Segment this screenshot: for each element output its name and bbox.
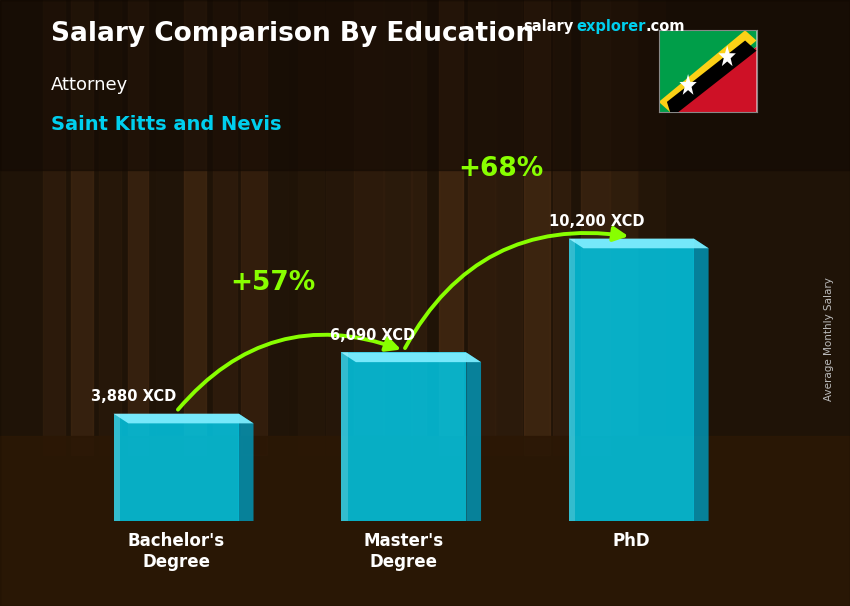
Polygon shape bbox=[569, 239, 694, 521]
Text: +57%: +57% bbox=[230, 270, 315, 296]
Text: 6,090 XCD: 6,090 XCD bbox=[330, 328, 415, 343]
Bar bbox=[326, 0, 346, 454]
Polygon shape bbox=[114, 414, 239, 521]
Polygon shape bbox=[659, 47, 756, 112]
Text: +68%: +68% bbox=[458, 156, 543, 182]
Bar bbox=[298, 0, 314, 454]
Bar bbox=[184, 0, 210, 454]
Bar bbox=[496, 0, 519, 454]
Polygon shape bbox=[667, 41, 756, 112]
Polygon shape bbox=[694, 239, 709, 531]
Polygon shape bbox=[341, 353, 467, 521]
Bar bbox=[581, 0, 604, 454]
Polygon shape bbox=[718, 45, 736, 66]
Bar bbox=[411, 0, 430, 454]
Text: Attorney: Attorney bbox=[51, 76, 128, 94]
Bar bbox=[609, 0, 628, 454]
Polygon shape bbox=[467, 353, 481, 531]
Bar bbox=[99, 0, 128, 454]
Bar bbox=[212, 0, 236, 454]
Polygon shape bbox=[569, 239, 709, 248]
Bar bbox=[468, 0, 495, 454]
Bar bbox=[42, 0, 59, 454]
Text: salary: salary bbox=[523, 19, 573, 34]
Polygon shape bbox=[114, 414, 121, 521]
Polygon shape bbox=[341, 353, 481, 362]
Bar bbox=[0, 0, 850, 170]
Text: explorer: explorer bbox=[576, 19, 646, 34]
Bar bbox=[71, 0, 87, 454]
Bar bbox=[382, 0, 404, 454]
Bar bbox=[156, 0, 175, 454]
Bar bbox=[0, 436, 850, 606]
Bar bbox=[128, 0, 154, 454]
Polygon shape bbox=[659, 30, 756, 112]
Bar bbox=[524, 0, 545, 454]
Bar bbox=[269, 0, 297, 454]
Bar bbox=[241, 0, 267, 454]
Text: 3,880 XCD: 3,880 XCD bbox=[91, 389, 176, 404]
Bar bbox=[439, 0, 465, 454]
Bar bbox=[354, 0, 384, 454]
Bar bbox=[552, 0, 570, 454]
Polygon shape bbox=[569, 239, 575, 521]
Polygon shape bbox=[239, 414, 253, 531]
Text: 10,200 XCD: 10,200 XCD bbox=[549, 214, 645, 229]
Text: Saint Kitts and Nevis: Saint Kitts and Nevis bbox=[51, 115, 281, 134]
Text: Average Monthly Salary: Average Monthly Salary bbox=[824, 278, 834, 401]
Polygon shape bbox=[341, 353, 348, 521]
Polygon shape bbox=[114, 414, 253, 424]
Polygon shape bbox=[679, 74, 697, 95]
Polygon shape bbox=[659, 30, 756, 112]
Bar bbox=[638, 0, 654, 454]
Text: Salary Comparison By Education: Salary Comparison By Education bbox=[51, 21, 534, 47]
Text: .com: .com bbox=[646, 19, 685, 34]
